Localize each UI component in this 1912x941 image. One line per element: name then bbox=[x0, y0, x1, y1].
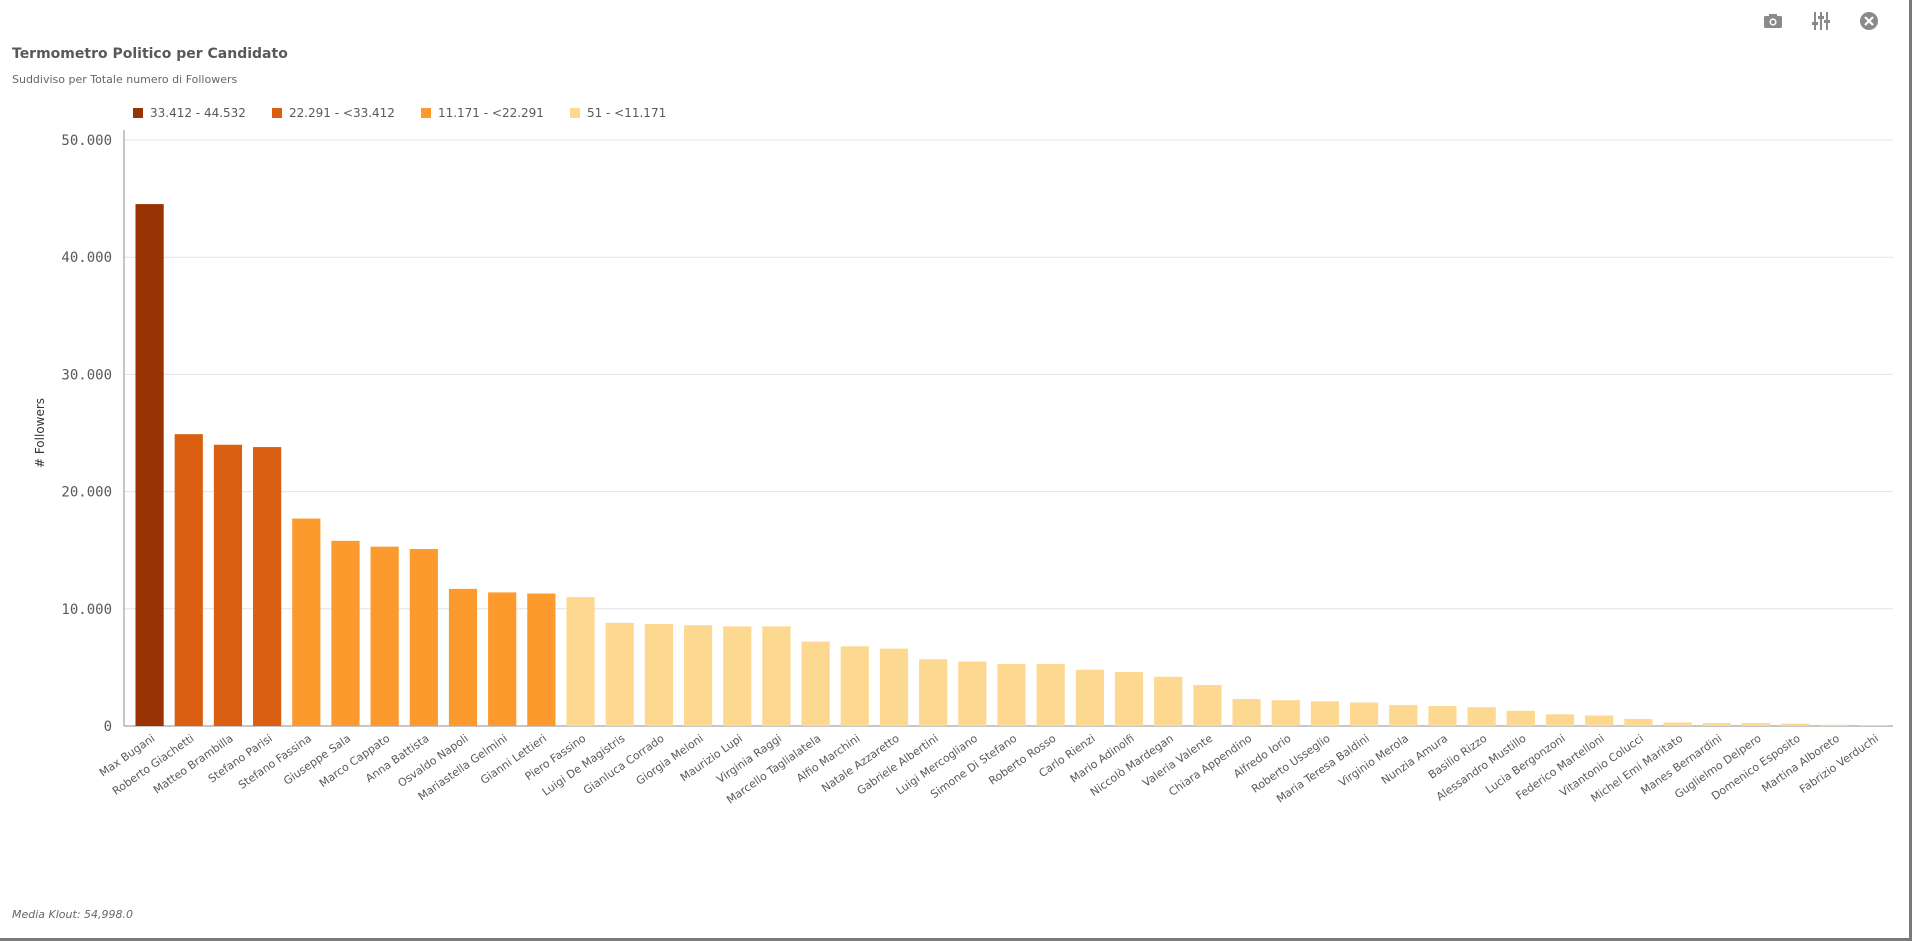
sliders-icon[interactable] bbox=[1808, 8, 1834, 34]
chart-toolbar bbox=[1760, 8, 1882, 34]
legend-swatch bbox=[133, 108, 143, 118]
frame-border-bottom bbox=[0, 938, 1912, 941]
bar bbox=[135, 204, 164, 726]
y-tick-label: 50.000 bbox=[61, 133, 112, 149]
bar bbox=[1741, 723, 1770, 726]
bar bbox=[997, 663, 1026, 726]
bar bbox=[1780, 723, 1810, 726]
legend-item[interactable]: 11.171 - <22.291 bbox=[420, 106, 544, 120]
chart-subtitle: Suddiviso per Totale numero di Followers bbox=[12, 73, 238, 86]
bar bbox=[331, 540, 360, 726]
bar bbox=[683, 625, 713, 726]
bar bbox=[1114, 672, 1144, 726]
bar bbox=[1428, 706, 1457, 726]
bar bbox=[762, 626, 791, 726]
bar bbox=[527, 593, 556, 726]
bar bbox=[644, 624, 674, 726]
x-tick-label: Virginio Merola bbox=[1336, 732, 1411, 790]
close-icon[interactable] bbox=[1856, 8, 1882, 34]
bar bbox=[566, 597, 595, 726]
legend-swatch bbox=[271, 108, 282, 118]
footer-note: Media Klout: 54,998.0 bbox=[12, 908, 134, 921]
bar bbox=[1467, 707, 1496, 726]
legend-label: 51 - <11.171 bbox=[586, 106, 667, 120]
bar bbox=[1154, 676, 1183, 726]
bar bbox=[1702, 723, 1731, 726]
y-axis-title: # Followers bbox=[33, 398, 47, 468]
bar bbox=[1820, 724, 1849, 726]
bar bbox=[840, 646, 869, 726]
bar bbox=[1193, 684, 1222, 726]
bar bbox=[1232, 699, 1261, 726]
bar bbox=[1349, 702, 1379, 726]
frame-border-right bbox=[1909, 0, 1912, 941]
legend-swatch bbox=[420, 108, 431, 118]
bar bbox=[1585, 715, 1614, 726]
y-tick-label: 40.000 bbox=[61, 250, 112, 266]
x-tick-label: Nunzia Amura bbox=[1379, 732, 1450, 787]
bar bbox=[919, 659, 948, 726]
bar bbox=[213, 444, 243, 726]
bar bbox=[879, 648, 909, 726]
bar bbox=[1859, 725, 1888, 726]
bar bbox=[1624, 718, 1653, 726]
bar bbox=[253, 447, 282, 726]
bar bbox=[488, 592, 517, 726]
bar bbox=[409, 549, 438, 726]
x-tick-label: Gianni Lettieri bbox=[478, 732, 549, 787]
legend-label: 22.291 - <33.412 bbox=[288, 106, 395, 120]
legend-item[interactable]: 51 - <11.171 bbox=[569, 106, 667, 120]
bar bbox=[801, 641, 830, 726]
bar bbox=[448, 588, 478, 726]
camera-icon[interactable] bbox=[1760, 8, 1786, 34]
legend-item[interactable]: 22.291 - <33.412 bbox=[271, 106, 395, 120]
y-tick-label: 20.000 bbox=[61, 485, 112, 501]
bar bbox=[174, 434, 203, 726]
x-tick-label: Giorgia Meloni bbox=[634, 732, 706, 788]
bar bbox=[1506, 710, 1535, 726]
legend-item[interactable]: 33.412 - 44.532 bbox=[133, 106, 246, 120]
legend-label: 33.412 - 44.532 bbox=[150, 106, 246, 120]
chart-legend: 33.412 - 44.532 22.291 - <33.412 11.171 … bbox=[133, 106, 692, 120]
bar bbox=[1075, 669, 1104, 726]
bar bbox=[1389, 704, 1418, 726]
bar bbox=[1663, 722, 1692, 726]
y-tick-label: 0 bbox=[104, 719, 112, 735]
legend-swatch bbox=[569, 108, 580, 118]
bar bbox=[723, 626, 752, 726]
bar bbox=[605, 622, 634, 726]
bar bbox=[1310, 701, 1340, 726]
y-tick-label: 30.000 bbox=[61, 367, 112, 383]
bar bbox=[1036, 663, 1065, 726]
bar bbox=[958, 661, 987, 726]
bar bbox=[1545, 714, 1575, 726]
x-tick-label: Roberto Rosso bbox=[986, 732, 1058, 788]
bar bbox=[370, 546, 399, 726]
bar bbox=[292, 518, 321, 726]
legend-label: 11.171 - <22.291 bbox=[437, 106, 544, 120]
bar bbox=[1271, 700, 1300, 726]
y-tick-label: 10.000 bbox=[61, 602, 112, 618]
chart-title: Termometro Politico per Candidato bbox=[12, 46, 288, 62]
